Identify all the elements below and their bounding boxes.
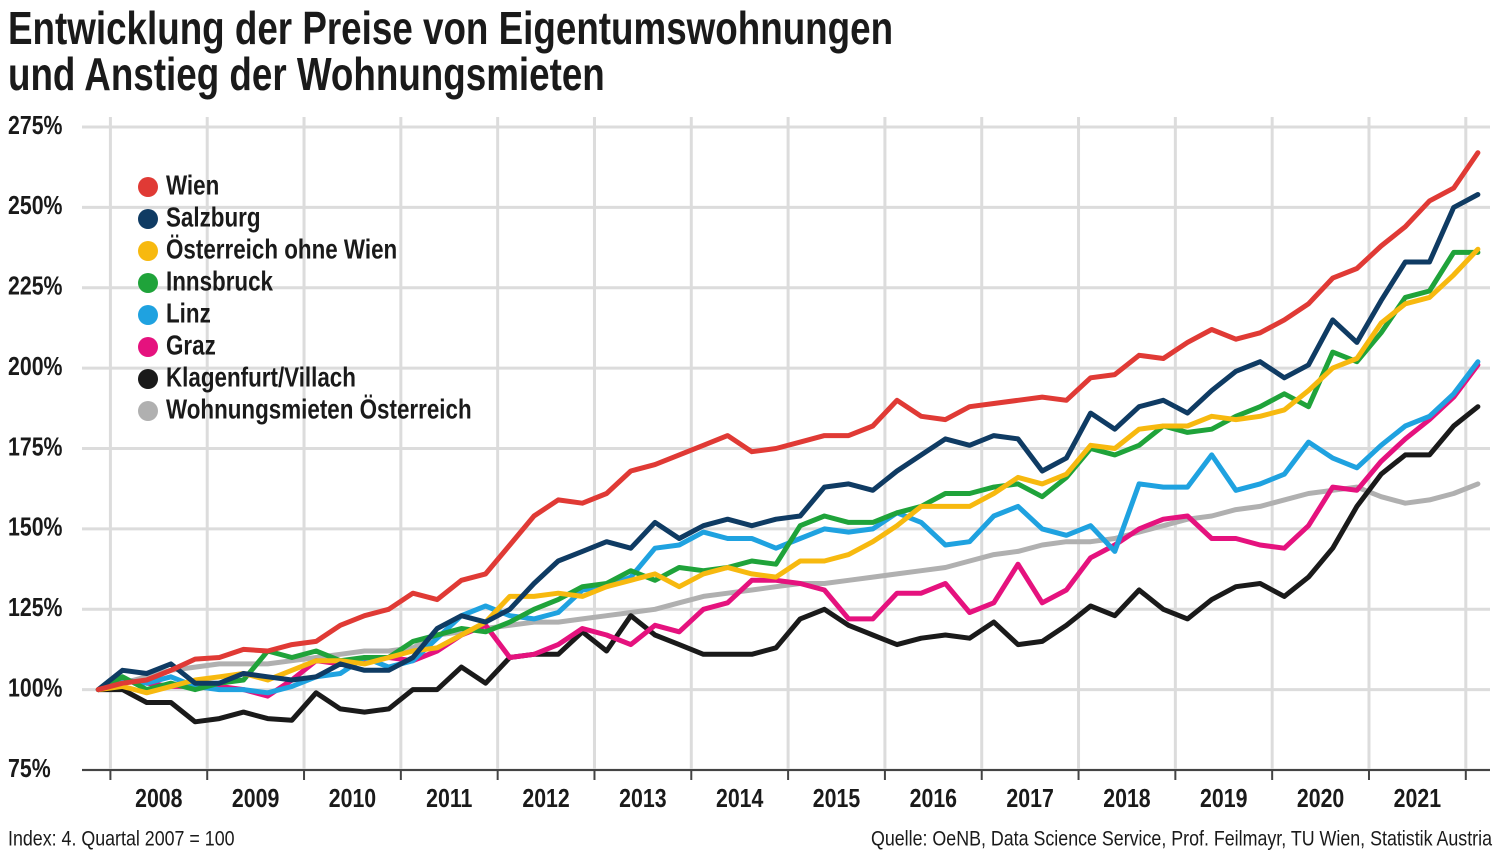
x-tick-label: 2008 — [135, 784, 182, 814]
legend-marker — [138, 209, 158, 229]
series-line — [95, 150, 1481, 693]
y-tick-label: 150% — [8, 513, 63, 543]
x-tick-label: 2019 — [1200, 784, 1247, 814]
series-line — [95, 249, 1481, 693]
legend-marker — [138, 337, 158, 357]
x-tick-label: 2011 — [426, 784, 472, 814]
x-tick-label: 2009 — [232, 784, 279, 814]
x-tick-label: 2016 — [910, 784, 957, 814]
series-line — [95, 404, 1481, 725]
chart-title: und Anstieg der Wohnungsmieten — [8, 48, 605, 100]
legend-marker — [138, 177, 158, 197]
chart-title: Entwicklung der Preise von Eigentumswohn… — [8, 2, 893, 54]
y-tick-label: 225% — [8, 272, 63, 302]
x-tick-label: 2014 — [716, 784, 764, 814]
x-tick-label: 2020 — [1297, 784, 1344, 814]
x-tick-label: 2010 — [329, 784, 376, 814]
x-tick-label: 2012 — [522, 784, 569, 814]
note: Index: 4. Quartal 2007 = 100 — [8, 827, 235, 851]
legend-label: Wohnungsmieten Österreich — [166, 393, 472, 425]
legend-label: Salzburg — [166, 202, 261, 233]
legend-marker — [138, 273, 158, 293]
legend-marker — [138, 241, 158, 261]
x-tick-label: 2021 — [1394, 784, 1441, 814]
legend-label: Graz — [166, 330, 216, 361]
y-tick-label: 275% — [8, 111, 63, 141]
y-tick-label: 100% — [8, 674, 63, 704]
y-tick-label: 250% — [8, 191, 63, 221]
y-tick-label: 200% — [8, 352, 63, 382]
y-tick-label: 175% — [8, 432, 63, 462]
y-tick-label: 125% — [8, 593, 63, 623]
x-tick-label: 2018 — [1103, 784, 1150, 814]
x-tick-label: 2015 — [813, 784, 860, 814]
legend-label: Klagenfurt/Villach — [166, 362, 356, 393]
legend-label: Linz — [166, 298, 211, 329]
legend-label: Wien — [166, 170, 219, 201]
source: Quelle: OeNB, Data Science Service, Prof… — [871, 827, 1492, 851]
legend-marker — [138, 369, 158, 389]
y-tick-label: 75% — [8, 754, 51, 784]
series-line — [95, 192, 1481, 693]
legend-marker — [138, 401, 158, 421]
legend-label: Innsbruck — [166, 266, 274, 297]
series-line — [95, 246, 1481, 696]
legend-marker — [138, 305, 158, 325]
x-tick-label: 2017 — [1006, 784, 1053, 814]
legend-label: Österreich ohne Wien — [166, 233, 397, 265]
x-tick-label: 2013 — [619, 784, 666, 814]
